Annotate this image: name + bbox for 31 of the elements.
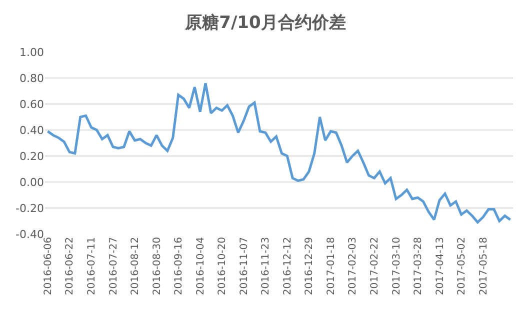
- y-tick-label: 1.00: [20, 46, 44, 59]
- x-tick-label: 2017-03-28: [413, 237, 424, 296]
- x-tick-label: 2016-11-23: [260, 237, 272, 296]
- line-series: [46, 82, 512, 224]
- x-tick-label: 2016-08-12: [130, 237, 142, 296]
- y-tick-label: -0.40: [16, 228, 44, 241]
- y-tick-label: 0.40: [20, 124, 44, 137]
- y-tick-label: 0.80: [20, 72, 44, 85]
- x-tick-label: 2016-12-12: [282, 237, 294, 296]
- x-tick-label: 2017-01-18: [326, 237, 337, 296]
- y-tick-label: 0.60: [20, 98, 44, 111]
- y-tick-label: -0.20: [16, 202, 44, 215]
- chart-title: 原糖7/10月合约价差: [184, 12, 346, 33]
- y-tick-label: 0.20: [20, 150, 44, 163]
- x-tick-label: 2017-03-10: [391, 237, 402, 296]
- x-tick-label: 2016-12-29: [304, 237, 316, 296]
- x-tick-label: 2016-07-27: [108, 237, 120, 296]
- x-tick-label: 2017-02-03: [348, 237, 359, 296]
- x-tick-label: 2016-09-16: [174, 237, 185, 296]
- x-tick-label: 2016-06-22: [64, 237, 76, 296]
- x-tick-label: 2017-02-22: [369, 237, 380, 296]
- x-tick-label: 2016-10-04: [195, 237, 206, 296]
- x-tick-label: 2016-06-06: [42, 237, 54, 296]
- x-tick-label: 2017-04-13: [434, 237, 446, 296]
- x-tick-label: 2017-05-02: [456, 237, 468, 296]
- x-tick-label: 2016-08-30: [152, 237, 163, 296]
- y-tick-label: 0.00: [20, 176, 44, 189]
- x-tick-label: 2016-07-11: [86, 237, 98, 296]
- x-tick-label: 2016-10-20: [217, 237, 228, 296]
- x-tick-label: 2017-05-18: [478, 237, 490, 296]
- x-tick-label: 2016-11-07: [238, 237, 250, 296]
